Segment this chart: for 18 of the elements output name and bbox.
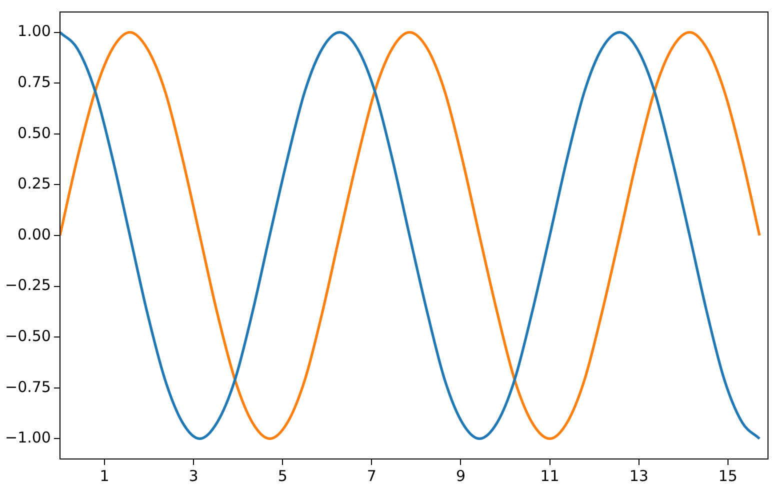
y-tick-label: 0.50: [18, 124, 51, 142]
y-tick-label: 0.00: [18, 225, 51, 244]
y-tick-label: 0.75: [18, 73, 51, 92]
y-tick-label: 0.25: [18, 174, 51, 193]
x-tick-label: 3: [188, 466, 198, 485]
x-tick-label: 1: [100, 466, 110, 485]
y-tick-label: −0.25: [5, 276, 51, 294]
y-tick-label: −0.75: [5, 378, 51, 396]
x-tick-label: 7: [366, 466, 376, 485]
x-tick-label: 5: [278, 466, 288, 485]
x-tick-label: 15: [718, 466, 738, 485]
x-tick-label: 9: [456, 466, 466, 485]
y-tick-label: 1.00: [18, 22, 51, 40]
y-tick-label: −1.00: [5, 428, 51, 447]
x-tick-label: 11: [540, 466, 560, 485]
x-tick-label: 13: [629, 466, 648, 485]
y-tick-label: −0.50: [5, 326, 51, 345]
line-series: [60, 31, 761, 440]
